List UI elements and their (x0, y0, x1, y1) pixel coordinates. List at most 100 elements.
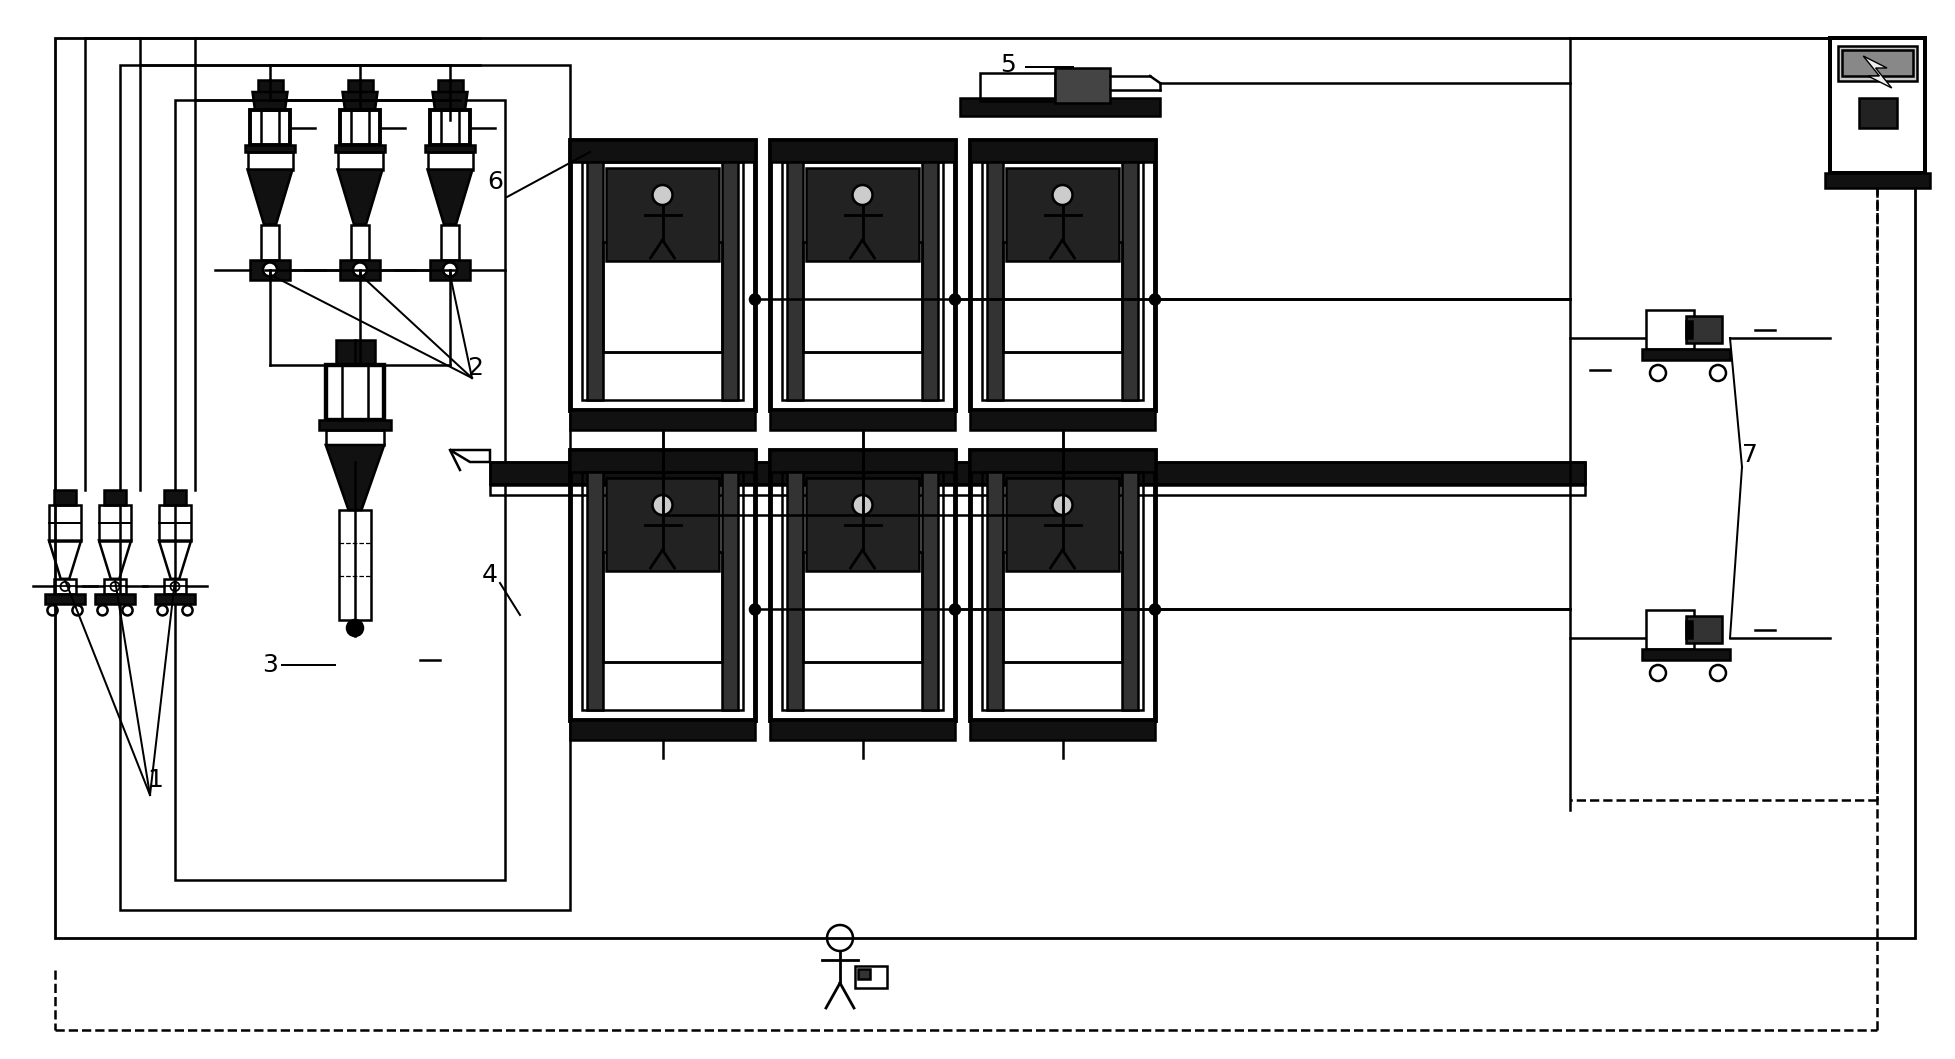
Bar (248, 152, 293, 169)
Bar (154, 594, 196, 605)
Bar (1646, 610, 1693, 648)
Bar (1685, 316, 1720, 343)
Bar (805, 168, 919, 261)
Bar (336, 340, 373, 365)
Bar (350, 225, 369, 259)
Circle shape (653, 185, 673, 205)
Bar (55, 490, 76, 505)
Bar (770, 140, 954, 410)
Bar (1824, 173, 1930, 189)
Bar (1122, 162, 1138, 400)
Bar (334, 145, 385, 152)
Bar (1857, 98, 1896, 128)
Bar (981, 162, 1142, 400)
Bar (602, 241, 721, 352)
Bar (491, 485, 1584, 495)
Polygon shape (1863, 56, 1890, 88)
Bar (569, 450, 755, 472)
Bar (1003, 241, 1122, 352)
Bar (326, 430, 383, 445)
Bar (1685, 615, 1720, 643)
Bar (491, 462, 1584, 484)
Bar (1054, 68, 1108, 103)
Bar (1646, 310, 1693, 348)
Bar (1685, 621, 1691, 638)
Bar (440, 225, 459, 259)
Bar (970, 450, 1153, 472)
Polygon shape (432, 92, 467, 110)
Bar (770, 720, 954, 740)
Bar (338, 510, 371, 620)
Bar (921, 472, 938, 710)
Bar (970, 410, 1153, 430)
Circle shape (950, 605, 960, 614)
Circle shape (749, 294, 760, 305)
Bar (428, 152, 473, 169)
Bar (586, 472, 602, 710)
Bar (782, 472, 942, 710)
Polygon shape (338, 169, 383, 225)
Bar (244, 145, 295, 152)
Bar (569, 140, 755, 410)
Bar (770, 450, 954, 720)
Circle shape (262, 263, 278, 276)
Bar (119, 65, 569, 910)
Bar (350, 110, 369, 145)
Bar (569, 410, 755, 430)
Bar (602, 552, 721, 662)
Circle shape (1052, 495, 1071, 515)
Bar (424, 145, 475, 152)
Bar (342, 365, 368, 420)
Bar (970, 720, 1153, 740)
Text: 3: 3 (262, 653, 278, 677)
Bar (786, 472, 804, 710)
Polygon shape (326, 445, 383, 510)
Bar (1830, 38, 1924, 173)
Bar (104, 490, 125, 505)
Bar (1003, 552, 1122, 662)
Bar (45, 594, 84, 605)
Circle shape (749, 605, 760, 614)
Bar (258, 80, 282, 92)
Bar (586, 162, 602, 400)
Bar (970, 140, 1153, 162)
Bar (782, 162, 942, 400)
Text: 5: 5 (999, 53, 1015, 77)
Bar (1640, 648, 1728, 660)
Bar (326, 365, 383, 420)
Bar (981, 472, 1142, 710)
Circle shape (1052, 185, 1071, 205)
Bar (491, 462, 1584, 484)
Bar (970, 140, 1153, 410)
Bar (970, 450, 1153, 720)
Bar (319, 420, 391, 430)
Bar (250, 110, 289, 145)
Bar (1122, 472, 1138, 710)
Bar (770, 410, 954, 430)
Circle shape (1150, 294, 1159, 305)
Bar (100, 505, 131, 540)
Bar (583, 472, 743, 710)
Bar (721, 162, 737, 400)
Bar (260, 110, 280, 145)
Bar (583, 162, 743, 400)
Circle shape (950, 294, 960, 305)
Bar (174, 100, 504, 880)
Circle shape (852, 495, 872, 515)
Text: 6: 6 (487, 170, 502, 194)
Bar (606, 168, 719, 261)
Text: 7: 7 (1742, 443, 1758, 467)
Text: 2: 2 (467, 356, 483, 380)
Bar (606, 478, 719, 571)
Bar (340, 110, 379, 145)
Bar (804, 552, 921, 662)
Bar (721, 472, 737, 710)
Bar (260, 225, 280, 259)
Circle shape (442, 263, 457, 276)
Bar (440, 110, 459, 145)
Bar (158, 505, 192, 540)
Bar (1685, 321, 1691, 338)
Bar (430, 259, 469, 280)
Circle shape (346, 620, 364, 636)
Bar (858, 969, 870, 979)
